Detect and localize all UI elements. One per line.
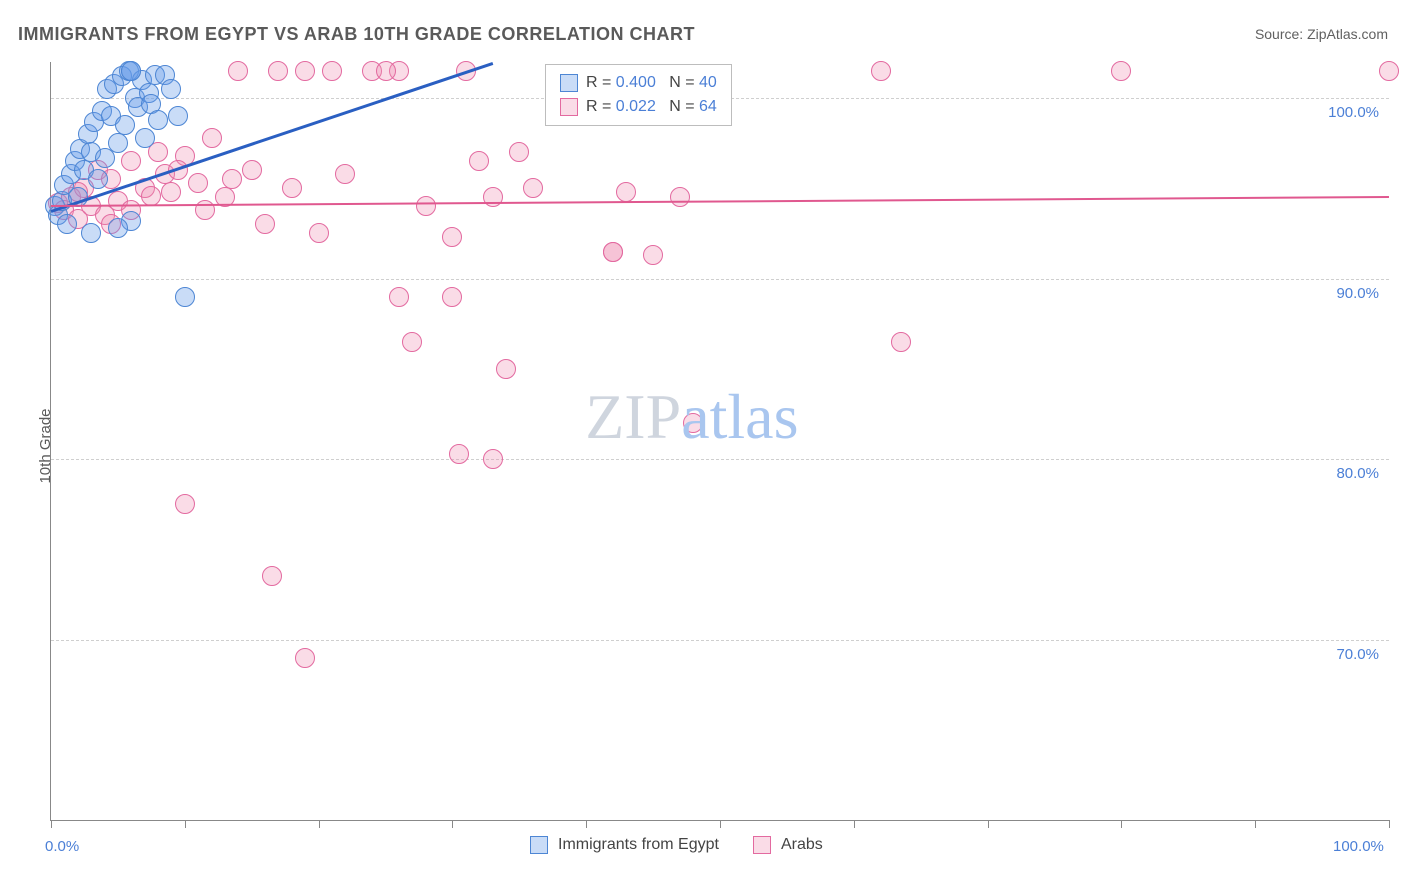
data-point-arabs <box>871 61 891 81</box>
gridline <box>51 459 1389 460</box>
data-point-arabs <box>335 164 355 184</box>
legend-row-arabs: R = 0.022 N = 64 <box>560 95 717 119</box>
trend-line-arabs <box>51 196 1389 207</box>
data-point-egypt <box>121 61 141 81</box>
x-tick-label-right: 100.0% <box>1333 838 1384 855</box>
gridline <box>51 279 1389 280</box>
data-point-arabs <box>295 61 315 81</box>
x-tick-label-left: 0.0% <box>45 838 79 855</box>
y-tick-label: 100.0% <box>1319 104 1379 121</box>
legend-label-arabs: Arabs <box>781 836 823 854</box>
data-point-arabs <box>202 128 222 148</box>
y-tick-label: 90.0% <box>1319 285 1379 302</box>
data-point-arabs <box>509 142 529 162</box>
data-point-arabs <box>449 444 469 464</box>
data-point-arabs <box>141 186 161 206</box>
data-point-egypt <box>175 287 195 307</box>
data-point-egypt <box>108 218 128 238</box>
data-point-arabs <box>228 61 248 81</box>
x-tick <box>586 820 587 828</box>
y-tick-label: 80.0% <box>1319 465 1379 482</box>
data-point-arabs <box>389 287 409 307</box>
legend-row-egypt: R = 0.400 N = 40 <box>560 71 717 95</box>
x-tick <box>854 820 855 828</box>
y-tick-label: 70.0% <box>1319 646 1379 663</box>
data-point-arabs <box>309 223 329 243</box>
data-point-arabs <box>643 245 663 265</box>
x-tick <box>1121 820 1122 828</box>
data-point-arabs <box>670 187 690 207</box>
data-point-arabs <box>255 214 275 234</box>
data-point-arabs <box>891 332 911 352</box>
data-point-arabs <box>1111 61 1131 81</box>
data-point-arabs <box>188 173 208 193</box>
data-point-arabs <box>282 178 302 198</box>
data-point-arabs <box>483 449 503 469</box>
data-point-egypt <box>135 128 155 148</box>
data-point-arabs <box>322 61 342 81</box>
data-point-arabs <box>268 61 288 81</box>
x-tick <box>1255 820 1256 828</box>
swatch-egypt <box>560 74 578 92</box>
plot-area: 70.0% 80.0% 90.0% 100.0% <box>50 62 1389 821</box>
x-tick <box>988 820 989 828</box>
x-tick <box>452 820 453 828</box>
data-point-arabs <box>616 182 636 202</box>
correlation-legend: R = 0.400 N = 40R = 0.022 N = 64 <box>545 64 732 126</box>
data-point-egypt <box>57 214 77 234</box>
data-point-arabs <box>262 566 282 586</box>
data-point-arabs <box>442 227 462 247</box>
data-point-arabs <box>161 182 181 202</box>
x-tick <box>1389 820 1390 828</box>
data-point-arabs <box>295 648 315 668</box>
x-tick <box>720 820 721 828</box>
legend-label-egypt: Immigrants from Egypt <box>558 836 719 854</box>
data-point-arabs <box>222 169 242 189</box>
swatch-arabs <box>560 98 578 116</box>
data-point-egypt <box>161 79 181 99</box>
data-point-arabs <box>121 151 141 171</box>
gridline <box>51 640 1389 641</box>
x-tick <box>319 820 320 828</box>
bottom-legend: Immigrants from Egypt Arabs <box>530 836 847 854</box>
data-point-arabs <box>376 61 396 81</box>
data-point-arabs <box>175 494 195 514</box>
data-point-arabs <box>523 178 543 198</box>
data-point-arabs <box>469 151 489 171</box>
swatch-egypt <box>530 836 548 854</box>
data-point-arabs <box>483 187 503 207</box>
data-point-egypt <box>168 106 188 126</box>
data-point-arabs <box>242 160 262 180</box>
data-point-arabs <box>496 359 516 379</box>
source-label: Source: ZipAtlas.com <box>1255 26 1388 42</box>
data-point-egypt <box>115 115 135 135</box>
data-point-egypt <box>108 133 128 153</box>
x-tick <box>185 820 186 828</box>
chart-title: IMMIGRANTS FROM EGYPT VS ARAB 10TH GRADE… <box>18 24 695 45</box>
data-point-arabs <box>603 242 623 262</box>
data-point-egypt <box>148 110 168 130</box>
data-point-arabs <box>442 287 462 307</box>
swatch-arabs <box>753 836 771 854</box>
data-point-arabs <box>683 413 703 433</box>
data-point-egypt <box>81 223 101 243</box>
data-point-egypt <box>88 169 108 189</box>
data-point-arabs <box>416 196 436 216</box>
data-point-arabs <box>1379 61 1399 81</box>
x-tick <box>51 820 52 828</box>
data-point-arabs <box>402 332 422 352</box>
